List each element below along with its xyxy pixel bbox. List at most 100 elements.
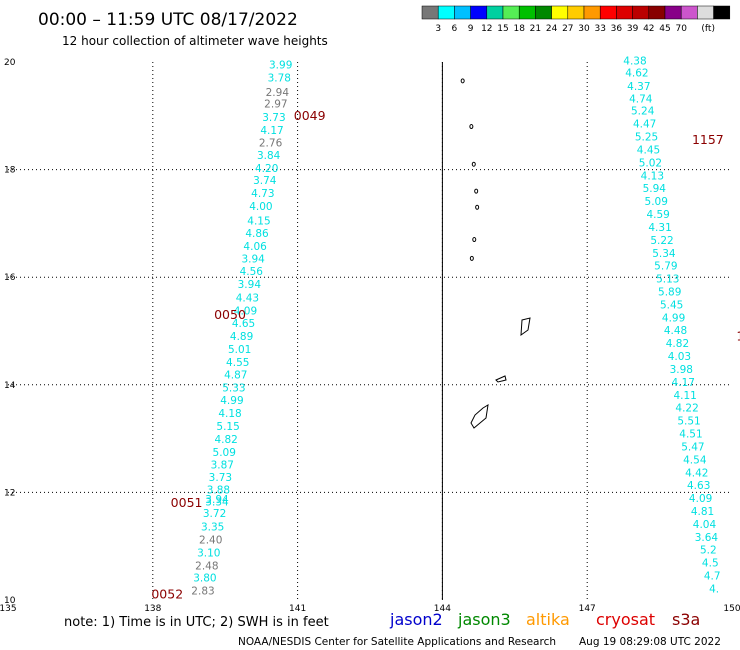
swh-value: 3.35 bbox=[201, 522, 224, 534]
grid bbox=[8, 62, 732, 600]
swh-value: 4.63 bbox=[687, 480, 710, 492]
colorbar-label: 27 bbox=[562, 24, 573, 34]
swh-value: 3.99 bbox=[269, 59, 292, 71]
colorbar-label: 12 bbox=[481, 24, 492, 34]
island-outline bbox=[460, 78, 465, 84]
y-tick-label: 18 bbox=[4, 166, 16, 176]
swh-value: 4.89 bbox=[230, 331, 253, 343]
pass-time-label: 0050 bbox=[214, 307, 246, 322]
swh-value: 3.73 bbox=[262, 112, 285, 124]
swh-value: 5.25 bbox=[635, 132, 658, 144]
time-labels: 0049 0050 0051 0052 1157 1156 bbox=[151, 108, 740, 602]
swh-value: 4.38 bbox=[623, 56, 646, 68]
swh-value: 4.59 bbox=[646, 209, 669, 221]
swh-value: 5.01 bbox=[228, 344, 251, 356]
swh-value: 2.76 bbox=[259, 137, 283, 149]
y-tick-label: 14 bbox=[4, 381, 16, 391]
swh-value: 3.87 bbox=[211, 460, 234, 472]
swh-value: 4.00 bbox=[249, 201, 272, 213]
swh-value: 4.73 bbox=[251, 188, 274, 200]
island-outline bbox=[475, 204, 480, 210]
swh-value: 4.48 bbox=[664, 325, 687, 337]
colorbar-label: 15 bbox=[497, 24, 508, 34]
colorbar-swatch bbox=[599, 5, 617, 20]
swh-value: 4.86 bbox=[245, 228, 269, 240]
pass-time-label: 0049 bbox=[294, 108, 326, 123]
swh-value: 3.73 bbox=[209, 472, 232, 484]
swh-value: 3.74 bbox=[253, 175, 277, 187]
swh-value: 4.06 bbox=[243, 241, 267, 253]
satellite-name: altika bbox=[526, 610, 570, 629]
swh-value: 4.37 bbox=[627, 81, 650, 93]
swh-value: 4.17 bbox=[260, 125, 283, 137]
swh-value: 4.7 bbox=[704, 571, 721, 583]
swh-value: 5.2 bbox=[700, 545, 717, 557]
colorbar-swatch bbox=[697, 5, 714, 20]
swh-value: 4.31 bbox=[648, 222, 671, 234]
colorbar-swatch bbox=[502, 5, 520, 20]
colorbar-swatch bbox=[680, 5, 698, 20]
swh-value: 2.94 bbox=[266, 87, 290, 99]
swh-value: 5.13 bbox=[656, 274, 679, 286]
swh-value: 4.43 bbox=[236, 292, 259, 304]
swh-value: 3.34 bbox=[205, 496, 229, 508]
colorbar-unit: (ft) bbox=[701, 24, 715, 34]
swh-value: 5.02 bbox=[639, 157, 662, 169]
pass-time-label: 0051 bbox=[171, 495, 203, 510]
colorbar-label: 3 bbox=[435, 24, 441, 34]
island-outline bbox=[472, 237, 477, 243]
swh-value: 4.56 bbox=[240, 266, 264, 278]
swh-value: 5.89 bbox=[658, 286, 681, 298]
colorbar-swatch bbox=[470, 5, 488, 20]
x-tick-label: 144 bbox=[434, 604, 451, 614]
colorbar-label: 24 bbox=[546, 24, 558, 34]
footer-note: note: 1) Time is in UTC; 2) SWH is in fe… bbox=[64, 615, 329, 630]
colorbar-swatch bbox=[567, 5, 585, 20]
colorbar-swatch bbox=[518, 5, 536, 20]
swh-value: 4.15 bbox=[247, 215, 270, 227]
colorbar-label: 6 bbox=[452, 24, 458, 34]
color-legend: 3 6 9 12 15 18 21 24 27 30 33 36 39 42 45 70 (ft) bbox=[421, 5, 731, 34]
footer-timestamp: Aug 19 08:29:08 UTC 2022 bbox=[579, 636, 721, 648]
colorbar-swatch bbox=[535, 5, 552, 20]
swh-value: 5.45 bbox=[660, 299, 683, 311]
x-tick-label: 141 bbox=[289, 604, 306, 614]
chart-title: 00:00 – 11:59 UTC 08/17/2022 bbox=[38, 10, 298, 30]
colorbar-label: 21 bbox=[530, 24, 541, 34]
swh-value: 5.09 bbox=[645, 196, 668, 208]
swh-value: 2.97 bbox=[264, 99, 287, 111]
swh-value: 3.94 bbox=[205, 494, 229, 506]
swh-value: 4.09 bbox=[234, 305, 257, 317]
swh-value: 5.33 bbox=[222, 382, 245, 394]
colorbar-label: 9 bbox=[468, 24, 474, 34]
swh-value: 5.79 bbox=[654, 261, 677, 273]
colorbar-swatch bbox=[486, 5, 504, 20]
colorbar-swatch bbox=[648, 5, 666, 20]
colorbar-label: 42 bbox=[643, 24, 654, 34]
swh-value: 3.72 bbox=[203, 508, 226, 520]
swh-value: 4.18 bbox=[218, 408, 241, 420]
colorbar-swatch bbox=[713, 5, 731, 20]
swh-value: 4. bbox=[709, 583, 719, 595]
x-tick-label: 147 bbox=[579, 604, 596, 614]
swh-value: 2.83 bbox=[191, 586, 214, 598]
satellite-name: cryosat bbox=[596, 610, 655, 629]
swh-value: 4.99 bbox=[662, 312, 685, 324]
satellite-name: jason3 bbox=[457, 610, 511, 629]
pass-time-label: 1157 bbox=[692, 132, 724, 147]
swh-value: 2.48 bbox=[195, 560, 218, 572]
colorbar-label: 45 bbox=[659, 24, 670, 34]
y-tick-label: 20 bbox=[4, 58, 16, 68]
swh-value: 4.99 bbox=[220, 395, 243, 407]
swh-value: 5.94 bbox=[643, 183, 667, 195]
swh-value: 3.88 bbox=[207, 484, 230, 496]
satellite-name: jason2 bbox=[389, 610, 443, 629]
colorbar-swatch bbox=[664, 5, 682, 20]
colorbar-swatch bbox=[632, 5, 650, 20]
swh-value: 4.55 bbox=[226, 357, 249, 369]
colorbar-label: 36 bbox=[611, 24, 623, 34]
swh-value: 4.54 bbox=[683, 454, 707, 466]
swh-value: 4.51 bbox=[679, 429, 702, 441]
swh-value: 4.74 bbox=[629, 93, 653, 105]
swh-value: 4.82 bbox=[666, 338, 689, 350]
